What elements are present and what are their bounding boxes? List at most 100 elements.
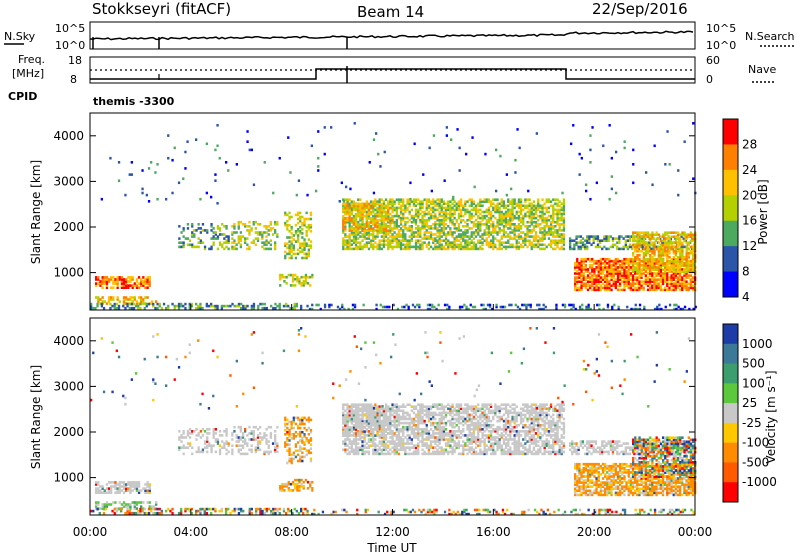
velocity-cell: [199, 509, 202, 513]
power-cell: [369, 243, 373, 247]
power-cell: [199, 197, 202, 201]
power-cell: [666, 276, 669, 279]
velocity-cell: [199, 450, 202, 454]
velocity-cell: [307, 433, 310, 436]
power-cell: [357, 212, 360, 216]
velocity-cell: [276, 509, 279, 513]
power-cell: [389, 225, 392, 228]
power-cell: [500, 237, 503, 240]
power-cell: [668, 260, 671, 263]
velocity-cell: [186, 434, 190, 437]
power-cell: [530, 206, 533, 210]
power-cell: [425, 237, 428, 240]
power-cell: [496, 233, 499, 236]
power-cell: [569, 239, 572, 242]
power-cell: [627, 264, 630, 267]
power-cell: [670, 247, 673, 251]
power-cell: [466, 231, 469, 234]
power-cell: [479, 208, 482, 212]
power-cell: [263, 306, 266, 310]
power-cell: [265, 235, 268, 238]
power-cell: [319, 307, 322, 311]
power-cell: [378, 241, 381, 244]
power-cell: [250, 306, 253, 310]
power-cell: [419, 204, 422, 208]
power-cell: [315, 189, 318, 193]
power-cell: [462, 233, 465, 236]
power-cell: [677, 249, 680, 253]
power-cell: [299, 211, 302, 215]
power-cell: [597, 264, 600, 267]
power-cell: [199, 231, 202, 234]
velocity-cell: [223, 444, 226, 447]
velocity-cell: [133, 485, 136, 488]
power-cell: [470, 198, 473, 201]
power-cell: [685, 251, 688, 255]
power-cell: [110, 298, 113, 301]
velocity-cell: [287, 480, 290, 484]
power-cell: [586, 237, 589, 240]
power-cell: [574, 307, 577, 311]
power-cell: [661, 274, 665, 277]
power-cell: [348, 204, 351, 208]
power-cell: [393, 245, 396, 249]
power-cell: [357, 214, 360, 218]
power-cell: [599, 266, 602, 269]
velocity-cell: [210, 448, 213, 452]
power-cell: [387, 225, 390, 228]
power-cell: [470, 231, 473, 234]
velocity-cell: [129, 487, 132, 490]
power-cell: [250, 227, 253, 230]
power-cell: [614, 282, 617, 286]
velocity-cell: [188, 428, 192, 431]
power-cell: [397, 202, 401, 206]
power-cell: [664, 254, 667, 257]
nsky-tick-bottom: 10^0: [55, 39, 85, 52]
power-cell: [395, 243, 398, 247]
power-cell: [297, 238, 300, 241]
power-cell: [685, 284, 688, 288]
power-cell: [529, 303, 532, 307]
power-cell: [657, 278, 660, 281]
power-cell: [659, 270, 662, 273]
power-cell: [664, 305, 667, 309]
power-cell: [464, 235, 467, 238]
velocity-cell: [139, 507, 142, 511]
power-cell: [344, 227, 347, 230]
power-cell: [432, 198, 435, 201]
power-cell: [278, 304, 281, 308]
power-cell: [530, 229, 533, 232]
power-cell: [621, 268, 624, 271]
power-cell: [500, 214, 503, 218]
velocity-cell: [311, 489, 314, 492]
power-cell: [496, 220, 499, 224]
power-cell: [294, 256, 298, 260]
power-cell: [263, 231, 266, 234]
power-cell: [354, 239, 358, 242]
power-cell: [574, 284, 577, 288]
power-cell: [636, 276, 639, 279]
velocity-cell: [267, 507, 271, 511]
power-cell: [644, 233, 648, 237]
power-cell: [500, 241, 503, 244]
power-cell: [408, 202, 411, 206]
power-cell: [638, 307, 642, 311]
power-cell: [395, 214, 398, 218]
velocity-cell: [114, 483, 117, 486]
velocity-cell: [184, 507, 187, 511]
power-cell: [148, 276, 151, 279]
power-cell: [511, 200, 514, 203]
power-cell: [447, 208, 450, 212]
power-cell: [610, 272, 613, 275]
power-cell: [638, 249, 641, 253]
power-cell: [378, 200, 381, 203]
power-cell: [685, 270, 688, 273]
power-cell: [562, 243, 566, 247]
power-cell: [227, 247, 230, 251]
power-cell: [421, 216, 424, 220]
power-cell: [496, 198, 499, 201]
velocity-cell: [212, 428, 215, 431]
velocity-cell: [122, 505, 126, 508]
power-cell: [353, 305, 357, 309]
power-cell: [481, 237, 484, 240]
